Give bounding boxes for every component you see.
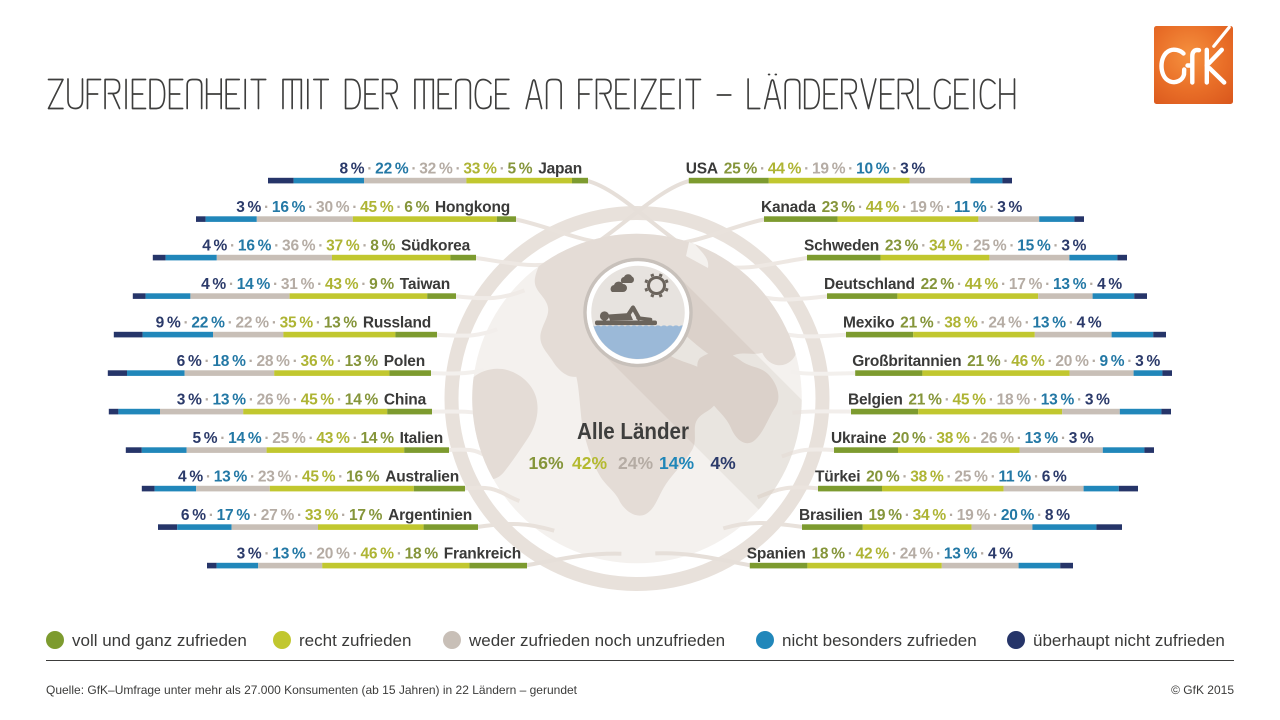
svg-text:4%: 4%	[710, 453, 736, 473]
svg-text:3 % · 13 % · 20 % · 46 % · 18: 3 % · 13 % · 20 % · 46 % · 18 % Frankrei…	[237, 545, 521, 562]
svg-text:Brasilien 19 % · 34 % · 19 %: Brasilien 19 % · 34 % · 19 % · 20 % · 8 …	[799, 507, 1070, 524]
svg-text:Schweden 23 % · 34 % · 25 % ·: Schweden 23 % · 34 % · 25 % · 15 % · 3 %	[804, 237, 1087, 254]
svg-text:4 % · 13 % · 23 % · 45 % · 16: 4 % · 13 % · 23 % · 45 % · 16 % Australi…	[178, 468, 459, 485]
svg-text:6 % · 18 % · 28 % · 36 % · 13: 6 % · 18 % · 28 % · 36 % · 13 % Polen	[177, 353, 425, 370]
svg-text:recht zufrieden: recht zufrieden	[299, 631, 411, 650]
svg-text:überhaupt nicht zufrieden: überhaupt nicht zufrieden	[1033, 631, 1225, 650]
svg-text:© GfK 2015: © GfK 2015	[1171, 683, 1234, 697]
svg-text:5 % · 14 % · 25 % · 43 % · 14: 5 % · 14 % · 25 % · 43 % · 14 % Italien	[192, 430, 443, 447]
svg-text:Ukraine 20 % · 38 % · 26 % ·: Ukraine 20 % · 38 % · 26 % · 13 % · 3 %	[831, 430, 1094, 447]
svg-text:16%: 16%	[528, 453, 563, 473]
svg-text:3 % · 16 % · 30 % · 45 % · 6 %: 3 % · 16 % · 30 % · 45 % · 6 % Hongkong	[236, 199, 510, 216]
svg-text:Belgien 21 % · 45 % · 18 % ·: Belgien 21 % · 45 % · 18 % · 13 % · 3 %	[848, 391, 1110, 408]
svg-text:24%: 24%	[618, 453, 653, 473]
svg-text:Mexiko 21 % · 38 % · 24 % · 1: Mexiko 21 % · 38 % · 24 % · 13 % · 4 %	[843, 314, 1102, 331]
svg-text:9 % · 22 % · 22 % · 35 % · 13: 9 % · 22 % · 22 % · 35 % · 13 % Russland	[156, 314, 431, 331]
svg-text:4 % · 14 % · 31 % · 43 % · 9 %: 4 % · 14 % · 31 % · 43 % · 9 % Taiwan	[201, 276, 450, 293]
svg-text:Großbritannien 21 % · 46 % ·: Großbritannien 21 % · 46 % · 20 % · 9 % …	[852, 353, 1160, 370]
svg-text:Quelle: GfK–Umfrage unter mehr: Quelle: GfK–Umfrage unter mehr als 27.00…	[46, 683, 578, 697]
svg-text:Kanada 23 % · 44 % · 19 % · 1: Kanada 23 % · 44 % · 19 % · 11 % · 3 %	[761, 199, 1023, 216]
svg-text:8 % · 22 % · 32 % · 33 % · 5 %: 8 % · 22 % · 32 % · 33 % · 5 % Japan	[339, 160, 582, 177]
svg-text:Deutschland 22 % · 44 % · 17: Deutschland 22 % · 44 % · 17 % · 13 % · …	[824, 276, 1122, 293]
svg-text:3 % · 13 % · 26 % · 45 % · 14: 3 % · 13 % · 26 % · 45 % · 14 % China	[177, 391, 427, 408]
svg-text:Alle Länder: Alle Länder	[577, 418, 689, 444]
svg-text:Türkei 20 % · 38 % · 25 % · 1: Türkei 20 % · 38 % · 25 % · 11 % · 6 %	[815, 468, 1067, 485]
svg-text:USA 25 % · 44 % · 19 % · 10 %: USA 25 % · 44 % · 19 % · 10 % · 3 %	[686, 160, 926, 177]
svg-text:4 % · 16 % · 36 % · 37 % · 8 %: 4 % · 16 % · 36 % · 37 % · 8 % Südkorea	[202, 237, 470, 254]
svg-text:42%: 42%	[572, 453, 607, 473]
svg-text:14%: 14%	[659, 453, 694, 473]
svg-text:Spanien 18 % · 42 % · 24 % ·: Spanien 18 % · 42 % · 24 % · 13 % · 4 %	[747, 545, 1013, 562]
svg-text:weder zufrieden noch unzufried: weder zufrieden noch unzufrieden	[468, 631, 725, 650]
svg-text:6 % · 17 % · 27 % · 33 % · 17: 6 % · 17 % · 27 % · 33 % · 17 % Argentin…	[181, 507, 472, 524]
svg-text:nicht besonders zufrieden: nicht besonders zufrieden	[782, 631, 977, 650]
svg-text:voll und ganz zufrieden: voll und ganz zufrieden	[72, 631, 247, 650]
